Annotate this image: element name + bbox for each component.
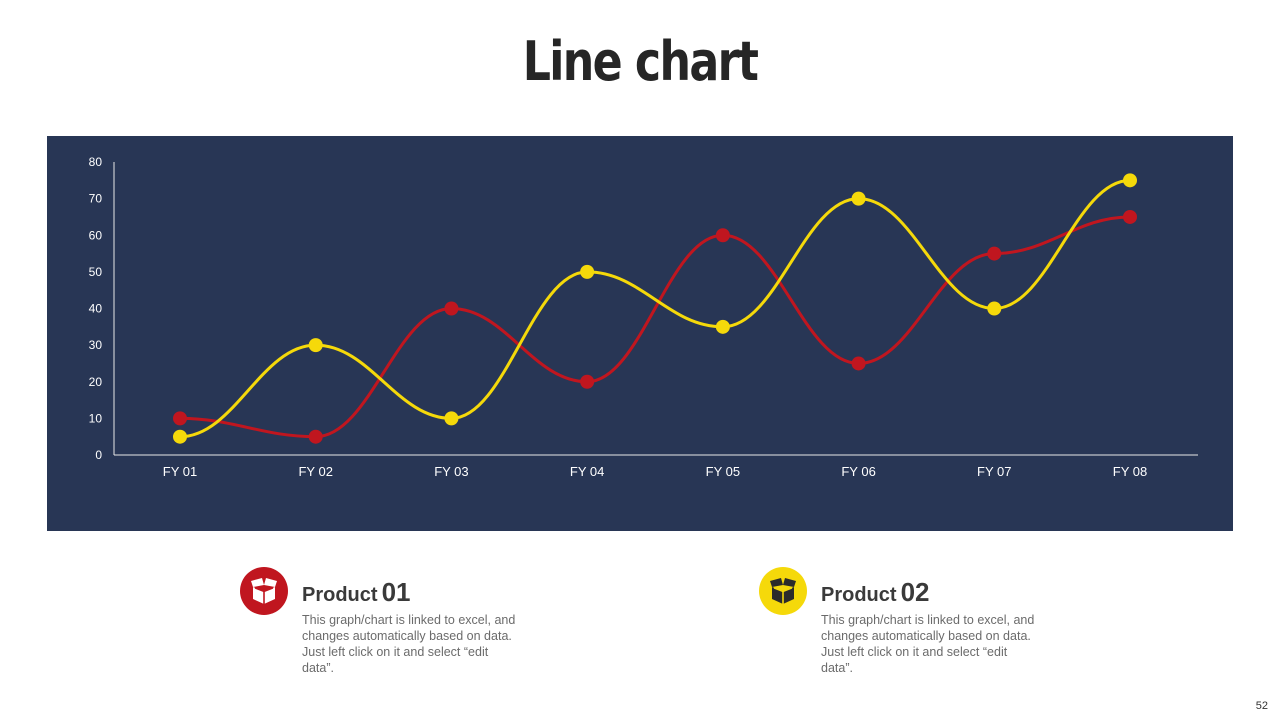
- series-2-point: [580, 264, 595, 279]
- series-2-point: [1123, 173, 1137, 188]
- product-02-icon-badge: [759, 567, 807, 615]
- series-2-point: [444, 411, 459, 426]
- series-1-point: [987, 246, 1002, 261]
- legend-product-01: Product 01 This graph/chart is linked to …: [240, 565, 540, 685]
- series-2-point: [715, 319, 730, 334]
- legend-number: 02: [900, 577, 930, 607]
- legend-number: 01: [381, 577, 411, 607]
- line-chart: 0 10 20 30 40 50 60 70 80 FY 01 FY 02 FY 03 FY 04 FY …: [89, 155, 1198, 479]
- x-tick-label: FY 03: [434, 464, 468, 479]
- chart-panel: 0 10 20 30 40 50 60 70 80 FY 01 FY 02 FY 03 FY 04 FY …: [47, 136, 1233, 647]
- x-tick-label: FY 06: [841, 464, 875, 479]
- legend-heading: Product 01: [302, 577, 410, 608]
- y-tick-label: 20: [89, 375, 103, 389]
- x-tick-label: FY 07: [977, 464, 1011, 479]
- y-tick-label: 30: [89, 338, 103, 352]
- x-axis-title: In years: [641, 626, 713, 647]
- x-tick-label: FY 08: [1113, 464, 1147, 479]
- y-tick-label: 0: [95, 448, 102, 462]
- series-1-line: [179, 215, 1131, 439]
- y-tick-label: 80: [89, 155, 103, 169]
- y-tick-label: 70: [89, 192, 103, 206]
- series-1-point: [308, 429, 323, 444]
- series-2-point: [173, 429, 187, 444]
- x-tick-label: FY 04: [570, 464, 604, 479]
- y-tick-label: 50: [89, 265, 103, 279]
- series-1-point: [1123, 209, 1137, 224]
- y-tick-label: 60: [89, 228, 103, 242]
- series-1-point: [173, 411, 187, 426]
- legend-description: This graph/chart is linked to excel, and…: [302, 613, 516, 675]
- page-number: 52: [1255, 700, 1268, 712]
- series-2-point: [851, 191, 866, 206]
- series-1-point: [715, 228, 730, 243]
- legend-word: Product: [821, 584, 897, 606]
- series-1-point: [851, 356, 866, 371]
- x-tick-label: FY 01: [163, 464, 197, 479]
- series-2-line: [179, 178, 1131, 439]
- series-1-point: [580, 374, 595, 389]
- series-1-point: [444, 301, 459, 316]
- series-2-point: [308, 338, 323, 353]
- y-tick-label: 10: [89, 411, 103, 425]
- x-tick-label: FY 05: [706, 464, 740, 479]
- slide-title: Line chart: [522, 30, 759, 93]
- legend-heading: Product 02: [821, 577, 929, 608]
- series-2-point: [987, 301, 1002, 316]
- y-tick-label: 40: [89, 302, 103, 316]
- product-01-icon-badge: [240, 567, 288, 615]
- x-tick-label: FY 02: [298, 464, 332, 479]
- open-box-icon: [770, 578, 796, 604]
- legend-product-02: Product 02 This graph/chart is linked to …: [759, 565, 1059, 685]
- open-box-icon: [251, 578, 277, 604]
- legend-description: This graph/chart is linked to excel, and…: [821, 613, 1035, 675]
- legend-word: Product: [302, 584, 378, 606]
